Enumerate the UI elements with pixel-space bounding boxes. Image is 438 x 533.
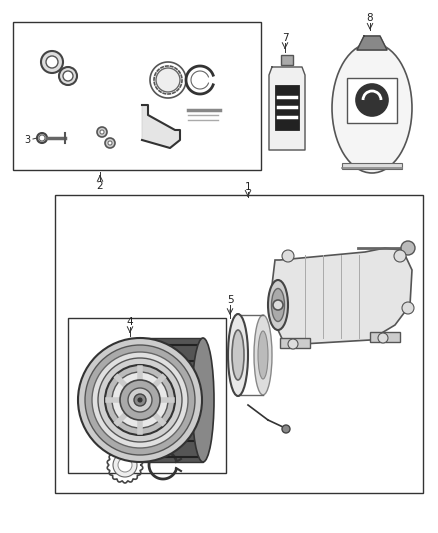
Circle shape — [138, 398, 142, 402]
Circle shape — [85, 345, 195, 455]
Text: 5: 5 — [227, 295, 233, 305]
Text: 4: 4 — [127, 317, 133, 327]
Polygon shape — [142, 105, 180, 148]
Bar — [281, 55, 293, 65]
Bar — [13, 22, 261, 170]
Circle shape — [282, 250, 294, 262]
Circle shape — [46, 56, 58, 68]
Circle shape — [41, 51, 63, 73]
Circle shape — [37, 133, 47, 143]
Circle shape — [134, 394, 146, 406]
Circle shape — [282, 425, 290, 433]
Circle shape — [394, 250, 406, 262]
Text: 6: 6 — [117, 437, 124, 447]
Bar — [68, 318, 226, 473]
Polygon shape — [269, 67, 305, 150]
Circle shape — [97, 127, 107, 137]
Circle shape — [156, 68, 180, 92]
Ellipse shape — [254, 315, 272, 395]
Circle shape — [92, 352, 188, 448]
Circle shape — [78, 338, 202, 462]
Circle shape — [105, 365, 175, 435]
Ellipse shape — [192, 338, 214, 462]
Ellipse shape — [268, 280, 288, 330]
Circle shape — [401, 241, 415, 255]
Ellipse shape — [129, 338, 151, 462]
Circle shape — [105, 138, 115, 148]
Circle shape — [112, 372, 168, 428]
Text: 3: 3 — [24, 135, 30, 145]
Bar — [275, 85, 299, 130]
Circle shape — [378, 333, 388, 343]
Circle shape — [356, 84, 388, 116]
Circle shape — [120, 380, 160, 420]
Ellipse shape — [332, 43, 412, 173]
Ellipse shape — [272, 288, 285, 321]
Ellipse shape — [258, 331, 268, 379]
Bar — [342, 163, 402, 169]
Circle shape — [59, 67, 77, 85]
Circle shape — [63, 71, 73, 81]
Bar — [55, 195, 423, 493]
Circle shape — [118, 458, 132, 472]
Circle shape — [98, 358, 182, 442]
Text: 2: 2 — [97, 181, 103, 191]
Circle shape — [288, 339, 298, 349]
Circle shape — [108, 141, 112, 145]
Circle shape — [113, 453, 137, 477]
Polygon shape — [272, 248, 412, 345]
Circle shape — [402, 302, 414, 314]
Polygon shape — [357, 36, 387, 50]
Bar — [280, 338, 310, 348]
Circle shape — [100, 130, 104, 134]
Text: 8: 8 — [367, 13, 373, 23]
Circle shape — [128, 388, 152, 412]
Ellipse shape — [228, 314, 248, 396]
Polygon shape — [140, 338, 203, 462]
Bar — [370, 332, 400, 342]
Circle shape — [273, 300, 283, 310]
Text: 1: 1 — [245, 182, 251, 192]
Circle shape — [39, 135, 45, 141]
Bar — [347, 78, 397, 123]
Ellipse shape — [232, 330, 244, 380]
Text: 7: 7 — [282, 33, 288, 43]
